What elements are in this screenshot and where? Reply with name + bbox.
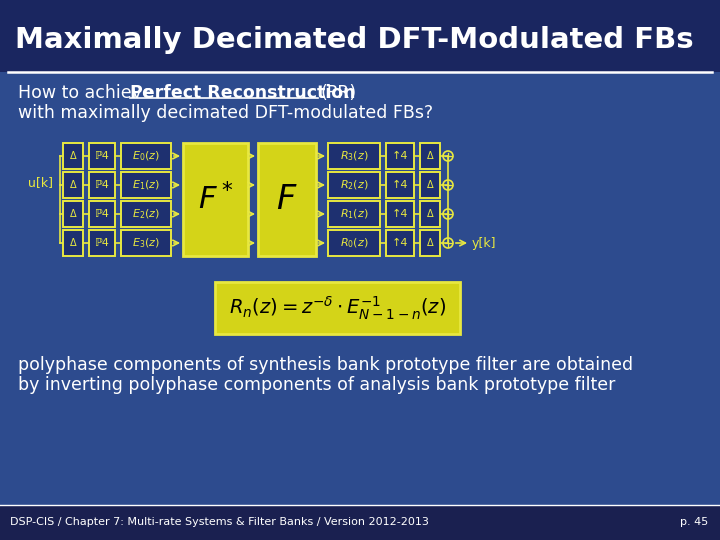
Text: ℙ4: ℙ4 — [94, 180, 109, 190]
Bar — [386, 172, 414, 198]
Bar — [258, 143, 316, 256]
Text: DSP-CIS / Chapter 7: Multi-rate Systems & Filter Banks / Version 2012-2013: DSP-CIS / Chapter 7: Multi-rate Systems … — [10, 517, 429, 527]
Text: Perfect Reconstruction: Perfect Reconstruction — [130, 84, 356, 102]
Bar — [0, 505, 720, 540]
Bar — [420, 143, 440, 169]
Text: Δ: Δ — [70, 238, 76, 248]
Bar — [183, 143, 248, 256]
Text: $E_2(z)$: $E_2(z)$ — [132, 207, 160, 221]
Text: Δ: Δ — [70, 180, 76, 190]
Text: Δ: Δ — [427, 209, 433, 219]
Text: y[k]: y[k] — [472, 237, 497, 249]
Text: $R_1(z)$: $R_1(z)$ — [340, 207, 369, 221]
Text: ↑4: ↑4 — [392, 238, 408, 248]
Bar — [89, 143, 115, 169]
Text: $R_2(z)$: $R_2(z)$ — [340, 178, 369, 192]
Text: Δ: Δ — [427, 151, 433, 161]
Bar — [121, 230, 171, 256]
Bar — [386, 230, 414, 256]
Bar — [420, 201, 440, 227]
Text: Δ: Δ — [427, 238, 433, 248]
Text: $R_n(z) = z^{-\delta} \cdot E_{N-1-n}^{-1}(z)$: $R_n(z) = z^{-\delta} \cdot E_{N-1-n}^{-… — [229, 294, 446, 322]
Text: ↑4: ↑4 — [392, 151, 408, 161]
Text: p. 45: p. 45 — [680, 517, 708, 527]
Bar — [386, 201, 414, 227]
Bar — [121, 201, 171, 227]
Bar — [121, 143, 171, 169]
Text: polyphase components of synthesis bank prototype filter are obtained: polyphase components of synthesis bank p… — [18, 356, 633, 374]
Text: $E_0(z)$: $E_0(z)$ — [132, 149, 160, 163]
Bar — [63, 230, 83, 256]
Bar — [0, 0, 720, 72]
Text: ℙ4: ℙ4 — [94, 238, 109, 248]
Text: ℙ4: ℙ4 — [94, 151, 109, 161]
Text: (PR): (PR) — [321, 84, 357, 102]
Text: $R_3(z)$: $R_3(z)$ — [340, 149, 369, 163]
Text: Δ: Δ — [427, 180, 433, 190]
Text: ℙ4: ℙ4 — [94, 209, 109, 219]
Text: $\mathit{F}^*$: $\mathit{F}^*$ — [197, 183, 233, 216]
Bar — [121, 172, 171, 198]
Bar — [89, 172, 115, 198]
Text: by inverting polyphase components of analysis bank prototype filter: by inverting polyphase components of ana… — [18, 376, 616, 394]
Text: $R_0(z)$: $R_0(z)$ — [340, 236, 369, 250]
Text: Maximally Decimated DFT-Modulated FBs: Maximally Decimated DFT-Modulated FBs — [15, 26, 693, 54]
Text: $E_1(z)$: $E_1(z)$ — [132, 178, 160, 192]
Bar — [0, 72, 720, 505]
Bar — [328, 230, 380, 256]
Text: $\mathit{F}$: $\mathit{F}$ — [276, 183, 298, 216]
Text: u[k]: u[k] — [28, 177, 53, 190]
Bar — [328, 143, 380, 169]
Text: $E_3(z)$: $E_3(z)$ — [132, 236, 160, 250]
Text: Δ: Δ — [70, 151, 76, 161]
Text: ↑4: ↑4 — [392, 209, 408, 219]
Bar — [420, 172, 440, 198]
Bar — [386, 143, 414, 169]
Bar — [89, 230, 115, 256]
Bar — [420, 230, 440, 256]
Text: Δ: Δ — [70, 209, 76, 219]
Bar — [63, 201, 83, 227]
Text: with maximally decimated DFT-modulated FBs?: with maximally decimated DFT-modulated F… — [18, 104, 433, 122]
Bar — [63, 172, 83, 198]
Bar — [89, 201, 115, 227]
Bar — [215, 282, 460, 334]
Bar — [328, 172, 380, 198]
Text: ↑4: ↑4 — [392, 180, 408, 190]
Bar — [328, 201, 380, 227]
Text: How to achieve: How to achieve — [18, 84, 158, 102]
Bar — [63, 143, 83, 169]
